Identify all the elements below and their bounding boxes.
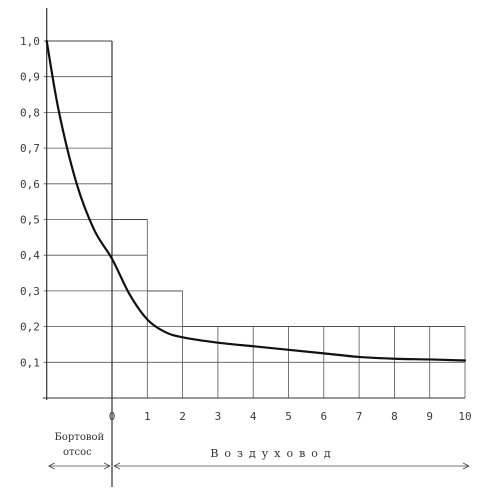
- labels: 1,0 0,9 0,8 0,7 0,6 0,5 0,4 0,3 0,2 0,1 0 1 2 3 4 5 6 7 8 9…: [20, 35, 472, 460]
- region-label-duct: Воздуховод: [210, 447, 336, 460]
- x-tick-label: 6: [320, 410, 327, 423]
- arrowhead: [48, 462, 55, 470]
- x-tick-label: 9: [426, 410, 433, 423]
- y-tick-label: 0,9: [20, 71, 40, 84]
- x-tick-label: 0: [109, 410, 116, 423]
- region-label-suction: Бортовой: [55, 432, 105, 443]
- arrowhead: [462, 462, 470, 470]
- x-tick-label: 2: [179, 410, 186, 423]
- x-tick-label: 4: [250, 410, 257, 423]
- axes: [42, 8, 470, 487]
- y-tick-label: 0,2: [20, 321, 40, 334]
- y-tick-label: 0,4: [20, 249, 40, 262]
- y-tick-label: 0,5: [20, 214, 40, 227]
- x-tick-label: 5: [285, 410, 292, 423]
- x-tick-label: 1: [144, 410, 151, 423]
- y-tick-label: 0,6: [20, 178, 40, 191]
- y-tick-label: 0,1: [20, 356, 40, 369]
- arrowhead: [103, 462, 111, 470]
- grid: [43, 40, 466, 398]
- x-tick-label: 3: [215, 410, 222, 423]
- y-tick-label: 0,7: [20, 142, 40, 155]
- y-tick-label: 0,8: [20, 106, 40, 119]
- y-tick-label: 1,0: [20, 35, 40, 48]
- x-tick-label: 7: [356, 410, 363, 423]
- x-tick-label: 10: [458, 410, 471, 423]
- arrowhead: [113, 462, 121, 470]
- region-label-suction: отсос: [63, 447, 92, 458]
- curve: [45, 39, 467, 362]
- y-tick-label: 0,3: [20, 285, 40, 298]
- series-line-0: [45, 39, 467, 362]
- x-tick-label: 8: [391, 410, 398, 423]
